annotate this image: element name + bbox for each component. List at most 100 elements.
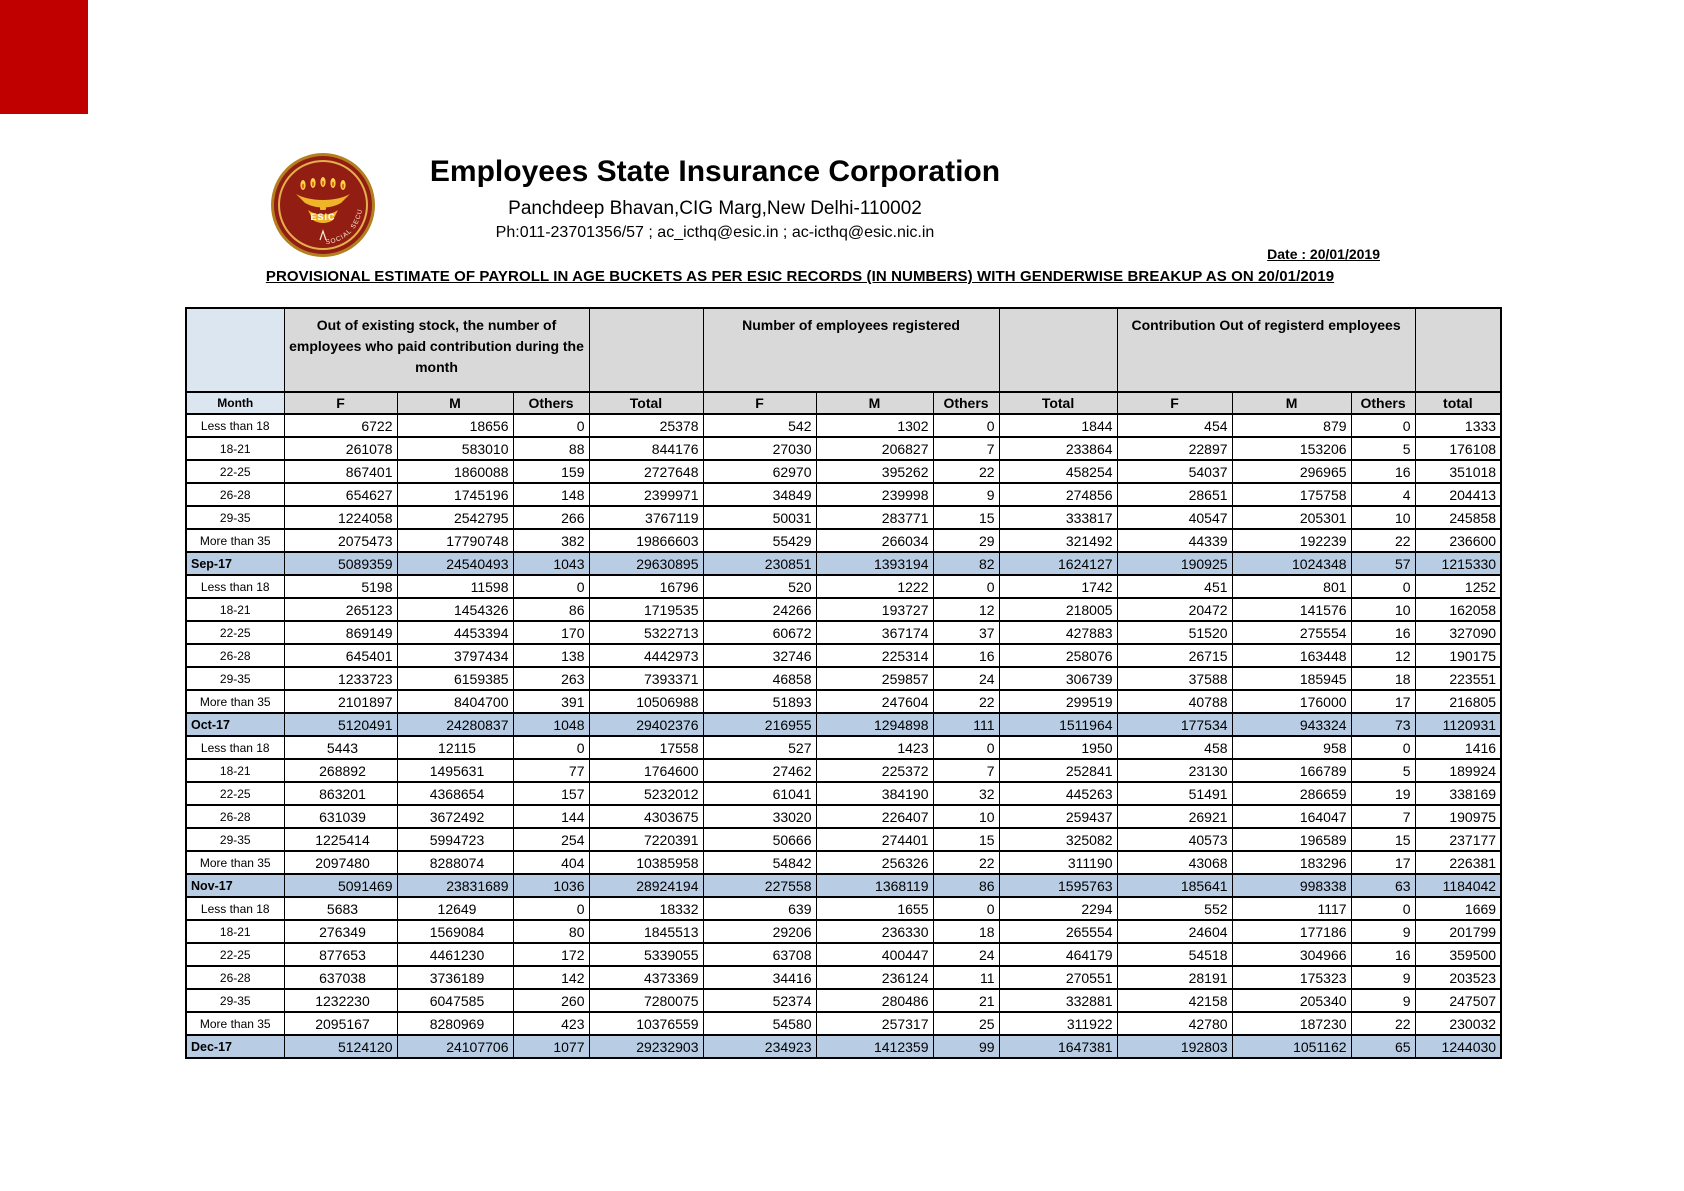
value-cell: 60672 <box>702 620 817 645</box>
value-cell: 10385958 <box>588 850 704 875</box>
month-total-label: Oct-17 <box>185 712 285 737</box>
value-cell: 175323 <box>1231 965 1352 990</box>
value-cell: 7 <box>1350 804 1416 829</box>
value-cell: 10506988 <box>588 689 704 714</box>
value-cell: 206827 <box>815 436 934 461</box>
total-value-cell: 230851 <box>702 551 817 576</box>
value-cell: 16 <box>1350 942 1416 967</box>
value-cell: 3797434 <box>396 643 514 668</box>
value-cell: 458254 <box>998 459 1118 484</box>
value-cell: 863201 <box>283 781 398 806</box>
value-cell: 5232012 <box>588 781 704 806</box>
total-value-cell: 1184042 <box>1414 873 1502 898</box>
age-row: Less than 18 5443 12115 0 17558 527 1423 0 1950 4… <box>185 735 1502 760</box>
total-value-cell: 1215330 <box>1414 551 1502 576</box>
value-cell: 395262 <box>815 459 934 484</box>
value-cell: 203523 <box>1414 965 1502 990</box>
total-value-cell: 57 <box>1350 551 1416 576</box>
value-cell: 552 <box>1116 896 1233 921</box>
value-cell: 5198 <box>283 574 398 599</box>
value-cell: 7393371 <box>588 666 704 691</box>
value-cell: 2542795 <box>396 505 514 530</box>
total-value-cell: 1294898 <box>815 712 934 737</box>
value-cell: 17 <box>1350 850 1416 875</box>
value-cell: 245858 <box>1414 505 1502 530</box>
age-bucket-label: 26-28 <box>185 482 285 507</box>
value-cell: 274856 <box>998 482 1118 507</box>
total-value-cell: 5091469 <box>283 873 398 898</box>
value-cell: 2075473 <box>283 528 398 553</box>
value-cell: 274401 <box>815 827 934 852</box>
value-cell: 175758 <box>1231 482 1352 507</box>
value-cell: 384190 <box>815 781 934 806</box>
value-cell: 12 <box>1350 643 1416 668</box>
value-cell: 196589 <box>1231 827 1352 852</box>
age-bucket-label: Less than 18 <box>185 896 285 921</box>
value-cell: 77 <box>512 758 590 783</box>
value-cell: 445263 <box>998 781 1118 806</box>
value-cell: 18 <box>932 919 1000 944</box>
value-cell: 1495631 <box>396 758 514 783</box>
corner-header-cell <box>185 307 285 393</box>
value-cell: 527 <box>702 735 817 760</box>
value-cell: 0 <box>512 735 590 760</box>
age-row: 22-25 863201 4368654 157 5232012 61041 384190 3… <box>185 781 1502 806</box>
value-cell: 259437 <box>998 804 1118 829</box>
value-cell: 17 <box>1350 689 1416 714</box>
value-cell: 239998 <box>815 482 934 507</box>
age-row: 29-35 1233723 6159385 263 7393371 46858 259857… <box>185 666 1502 691</box>
value-cell: 2294 <box>998 896 1118 921</box>
value-cell: 1569084 <box>396 919 514 944</box>
value-cell: 1764600 <box>588 758 704 783</box>
value-cell: 1655 <box>815 896 934 921</box>
total-value-cell: 99 <box>932 1034 1000 1059</box>
value-cell: 138 <box>512 643 590 668</box>
value-cell: 333817 <box>998 505 1118 530</box>
value-cell: 226381 <box>1414 850 1502 875</box>
total-value-cell: 29630895 <box>588 551 704 576</box>
column-header-others-7: Others <box>932 391 1000 415</box>
value-cell: 22 <box>932 689 1000 714</box>
value-cell: 1845513 <box>588 919 704 944</box>
value-cell: 283771 <box>815 505 934 530</box>
total-value-cell: 1043 <box>512 551 590 576</box>
value-cell: 0 <box>932 574 1000 599</box>
value-cell: 40547 <box>1116 505 1233 530</box>
value-cell: 80 <box>512 919 590 944</box>
value-cell: 88 <box>512 436 590 461</box>
value-cell: 204413 <box>1414 482 1502 507</box>
value-cell: 44339 <box>1116 528 1233 553</box>
value-cell: 7 <box>932 436 1000 461</box>
age-row: 22-25 877653 4461230 172 5339055 63708 400447 2… <box>185 942 1502 967</box>
value-cell: 10 <box>932 804 1000 829</box>
value-cell: 233864 <box>998 436 1118 461</box>
document-title: PROVISIONAL ESTIMATE OF PAYROLL IN AGE B… <box>265 268 1335 285</box>
value-cell: 205301 <box>1231 505 1352 530</box>
month-total-row: Oct-17 5120491 24280837 1048 29402376 216955 1… <box>185 712 1502 737</box>
value-cell: 8288074 <box>396 850 514 875</box>
value-cell: 42158 <box>1116 988 1233 1013</box>
age-bucket-label: 29-35 <box>185 505 285 530</box>
spacer-header-cell <box>588 307 704 393</box>
value-cell: 34849 <box>702 482 817 507</box>
esic-acronym: ESIC <box>310 212 335 222</box>
value-cell: 51893 <box>702 689 817 714</box>
value-cell: 867401 <box>283 459 398 484</box>
value-cell: 236330 <box>815 919 934 944</box>
value-cell: 1423 <box>815 735 934 760</box>
age-row: More than 35 2097480 8288074 404 10385958 548… <box>185 850 1502 875</box>
value-cell: 176108 <box>1414 436 1502 461</box>
total-value-cell: 185641 <box>1116 873 1233 898</box>
total-value-cell: 1393194 <box>815 551 934 576</box>
age-row: Less than 18 5683 12649 0 18332 639 1655 0 2294 5… <box>185 896 1502 921</box>
red-corner-overlay <box>0 0 88 114</box>
value-cell: 280486 <box>815 988 934 1013</box>
value-cell: 5322713 <box>588 620 704 645</box>
org-contact: Ph:011-23701356/57 ; ac_icthq@esic.in ; … <box>495 224 935 241</box>
age-row: Less than 18 5198 11598 0 16796 520 1222 0 1742 4… <box>185 574 1502 599</box>
value-cell: 247507 <box>1414 988 1502 1013</box>
age-bucket-label: 22-25 <box>185 942 285 967</box>
value-cell: 18 <box>1350 666 1416 691</box>
value-cell: 37 <box>932 620 1000 645</box>
value-cell: 404 <box>512 850 590 875</box>
